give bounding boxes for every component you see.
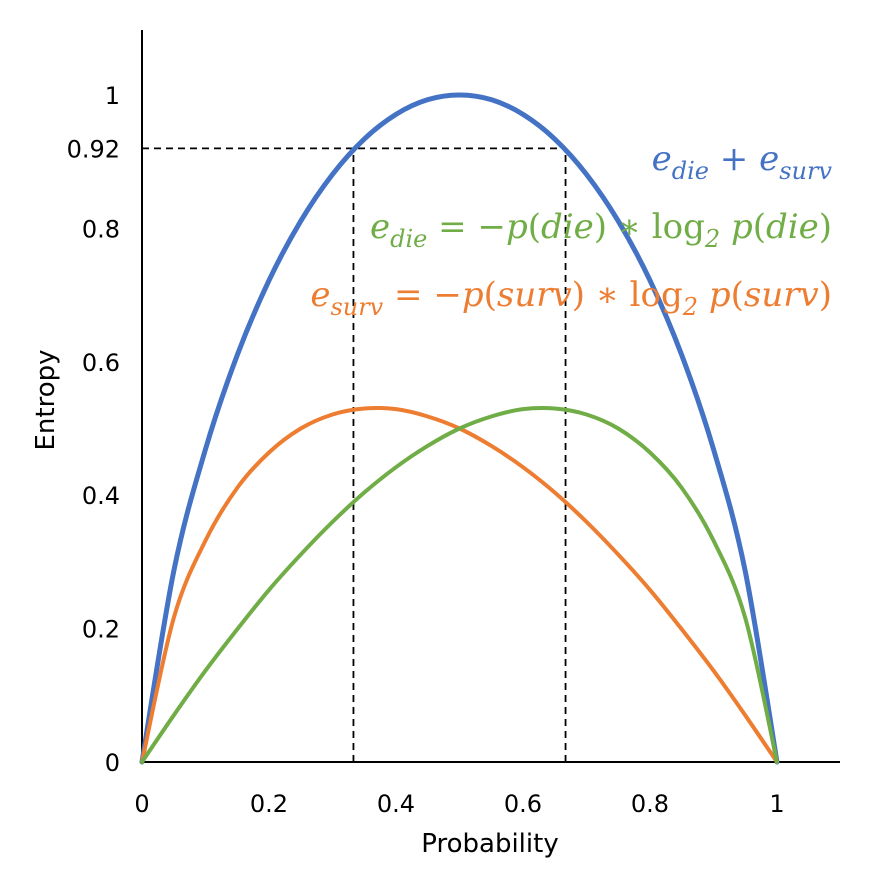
series-lines	[139, 92, 780, 765]
y-axis-title: Entropy	[31, 349, 61, 450]
y-tick-label: 0.92	[67, 135, 120, 163]
x-axis-title: Probability	[421, 829, 558, 859]
y-tick-label: 0.6	[82, 349, 120, 377]
legend: edie + esurv edie = −p(die) ∗ log2 p(die)…	[310, 139, 832, 321]
x-tick-label: 0.6	[504, 790, 542, 818]
x-tick-label: 0.8	[631, 790, 669, 818]
y-tick-label: 0.2	[82, 616, 120, 644]
series-line-1	[140, 405, 779, 764]
x-tick-labels: 0 0.2 0.4 0.6 0.8 1	[134, 790, 784, 818]
series-line-2	[140, 405, 779, 764]
x-tick-label: 0.4	[377, 790, 415, 818]
x-tick-label: 1	[769, 790, 784, 818]
y-tick-label: 0	[105, 749, 120, 777]
legend-entry-2: esurv = −p(surv) ∗ log2 p(surv)	[310, 275, 832, 321]
y-tick-label: 0.4	[82, 482, 120, 510]
y-tick-label: 1	[105, 82, 120, 110]
series-line-0	[139, 92, 780, 765]
reference-lines	[142, 147, 567, 762]
axes	[141, 30, 840, 763]
y-tick-label: 0.8	[82, 215, 120, 243]
legend-entry-0: edie + esurv	[652, 139, 833, 185]
y-tick-labels: 0 0.2 0.4 0.6 0.8 0.92 1	[67, 82, 120, 777]
legend-entry-1: edie = −p(die) ∗ log2 p(die)	[370, 207, 832, 253]
x-tick-label: 0.2	[250, 790, 288, 818]
x-tick-label: 0	[134, 790, 149, 818]
